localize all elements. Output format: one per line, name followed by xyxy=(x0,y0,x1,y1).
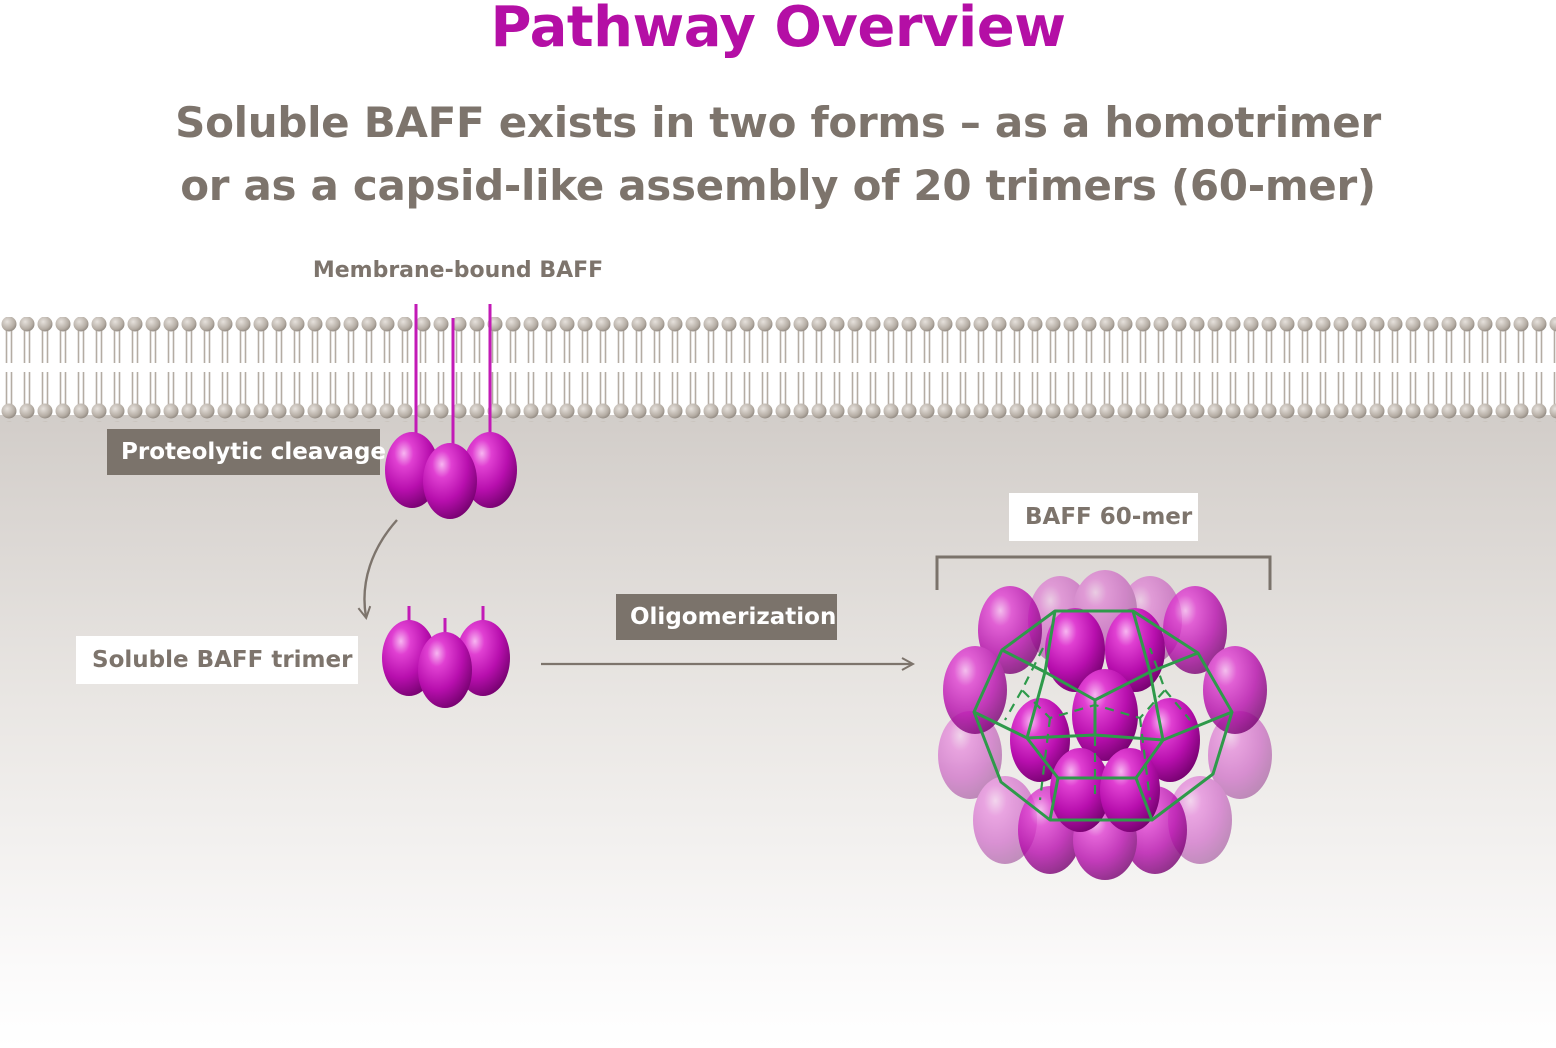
60mer-bracket xyxy=(935,555,1272,590)
dodecahedron-hidden-edges xyxy=(1004,647,1191,801)
membrane-bound-baff-trimer xyxy=(385,432,517,519)
membrane-bound-baff-label: Membrane-bound BAFF xyxy=(312,258,604,283)
membrane-baff-stalks xyxy=(414,304,492,462)
soluble-baff-trimer-label: Soluble BAFF trimer xyxy=(76,636,358,684)
cell-membrane-bilayer xyxy=(0,317,1556,422)
oligomerization-label: Oligomerization xyxy=(616,594,837,640)
proteolytic-cleavage-label: Proteolytic cleavage xyxy=(107,429,386,475)
cytoplasm-background xyxy=(0,415,1556,1048)
baff-60mer-cluster xyxy=(938,570,1272,880)
page-title: Pathway Overview xyxy=(490,0,1066,60)
soluble-baff-trimer xyxy=(382,606,510,708)
subtitle-line-1: Soluble BAFF exists in two forms – as a … xyxy=(175,98,1381,147)
subtitle-line-2: or as a capsid-like assembly of 20 trime… xyxy=(180,161,1376,210)
dodecahedron-cage xyxy=(972,609,1234,822)
cleavage-arrow xyxy=(364,519,398,617)
baff-60mer-label: BAFF 60-mer xyxy=(1009,493,1198,541)
